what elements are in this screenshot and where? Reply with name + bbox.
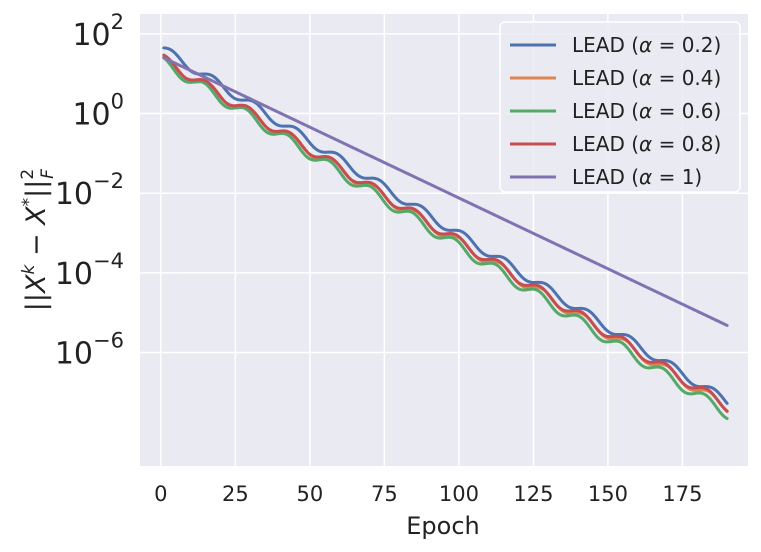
- x-tick-label: 150: [588, 482, 628, 506]
- y-label-k: k: [19, 263, 39, 274]
- y-label-two: 2: [18, 169, 38, 180]
- y-label-x: X: [21, 274, 52, 295]
- x-tick-label: 125: [513, 482, 553, 506]
- y-tick-label: 100: [72, 90, 124, 133]
- legend-box: [499, 21, 741, 193]
- y-label-x2: X: [21, 206, 52, 227]
- legend: LEAD (α = 0.2) LEAD (α = 0.4) LEAD (α = 0.…: [499, 21, 741, 193]
- y-axis-ticks: 102 100 10−2 10−4 10−6: [55, 10, 124, 372]
- x-tick-label: 175: [662, 482, 702, 506]
- legend-label: LEAD (α = 0.2): [572, 33, 721, 57]
- y-tick-label: 102: [72, 10, 124, 53]
- x-axis-ticks: 0 25 50 75 100 125 150 175: [154, 482, 702, 506]
- x-tick-label: 50: [297, 482, 324, 506]
- x-tick-label: 25: [222, 482, 249, 506]
- x-tick-label: 75: [371, 482, 398, 506]
- legend-items: LEAD (α = 0.2) LEAD (α = 0.4) LEAD (α = 0.…: [510, 33, 721, 189]
- y-label-norm-right: ||: [21, 180, 52, 198]
- legend-label: LEAD (α = 0.4): [572, 66, 721, 90]
- x-tick-label: 0: [154, 482, 167, 506]
- series-line: [162, 56, 729, 327]
- y-tick-label: 10−6: [55, 329, 124, 372]
- series-line: [162, 56, 729, 421]
- svg-text:||Xk − X*||2F: ||Xk − X*||2F: [18, 169, 58, 311]
- series-layer: [162, 46, 729, 421]
- legend-label: LEAD (α = 1): [572, 165, 702, 189]
- x-tick-label: 100: [439, 482, 479, 506]
- legend-label: LEAD (α = 0.8): [572, 132, 721, 156]
- y-label-star: *: [19, 198, 39, 207]
- series-line: [162, 53, 729, 413]
- y-label-minus: −: [21, 225, 52, 265]
- y-axis-label: ||Xk − X*||2F: [18, 169, 58, 311]
- series-line: [162, 46, 729, 405]
- x-axis-label: Epoch: [406, 512, 480, 540]
- y-label-f: F: [38, 169, 58, 179]
- y-tick-label: 10−4: [55, 249, 124, 292]
- y-label-norm-left: ||: [21, 293, 52, 311]
- legend-label: LEAD (α = 0.6): [572, 99, 721, 123]
- y-tick-label: 10−2: [55, 169, 124, 212]
